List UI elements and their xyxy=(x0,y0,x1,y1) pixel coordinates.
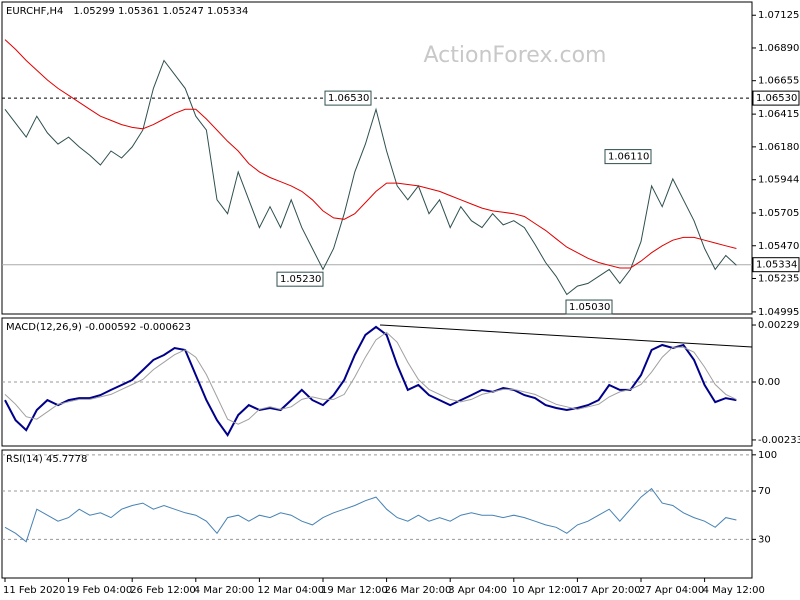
annotation-box xyxy=(324,90,372,106)
series-line xyxy=(4,59,737,296)
watermark: ActionForex.com xyxy=(424,43,607,68)
y-tick-label: 1.06415 xyxy=(758,109,799,120)
x-tick-label: 10 Apr 12:00 xyxy=(512,585,577,596)
panel-title: EURCHF,H4 xyxy=(6,6,63,17)
y-tick-label: 1.06890 xyxy=(758,43,799,54)
y-tick-label: 1.06180 xyxy=(758,142,799,153)
annotation-label: 1.06530 xyxy=(328,93,369,104)
x-tick-label: 12 Mar 04:00 xyxy=(257,585,324,596)
y-tick-label: 1.05235 xyxy=(758,273,799,284)
annotation-label: 1.05230 xyxy=(280,274,321,285)
y-tick-label: 70 xyxy=(758,486,771,497)
panel-subtitle: 1.05299 1.05361 1.05247 1.05334 xyxy=(73,6,248,17)
y-tick-label: 1.05470 xyxy=(758,241,799,252)
y-tick-label: 1.06655 xyxy=(758,76,799,87)
series-line xyxy=(4,39,737,269)
panel-frame xyxy=(1,449,753,579)
annotation-label: 1.06110 xyxy=(608,152,649,163)
reference-label: 1.06530 xyxy=(756,93,797,104)
x-tick-label: 26 Feb 12:00 xyxy=(130,585,196,596)
x-tick-label: 27 Apr 04:00 xyxy=(639,585,704,596)
x-tick-label: 4 Mar 20:00 xyxy=(194,585,254,596)
x-tick-label: 4 May 12:00 xyxy=(703,585,765,596)
x-tick-label: 17 Apr 20:00 xyxy=(575,585,640,596)
x-tick-label: 11 Feb 2020 xyxy=(3,585,65,596)
annotation-box xyxy=(565,299,613,315)
y-tick-label: 0.002297 xyxy=(758,320,800,331)
panel-title: MACD(12,26,9) -0.000592 -0.000623 xyxy=(6,322,191,333)
series-line xyxy=(4,487,737,543)
y-tick-label: 1.07125 xyxy=(758,10,799,21)
y-tick-label: 100 xyxy=(758,450,777,461)
x-tick-label: 19 Feb 04:00 xyxy=(67,585,133,596)
panel-title: RSI(14) 45.7778 xyxy=(6,454,87,465)
x-tick-label: 19 Mar 12:00 xyxy=(321,585,388,596)
trend-line xyxy=(379,324,753,348)
x-tick-label: 3 Apr 04:00 xyxy=(448,585,507,596)
y-tick-label: 0.00 xyxy=(758,377,780,388)
y-tick-label: 1.04995 xyxy=(758,307,799,318)
x-tick-label: 26 Mar 20:00 xyxy=(385,585,452,596)
annotation-label: 1.05030 xyxy=(569,302,610,313)
y-tick-label: -0.002336 xyxy=(758,435,800,446)
last-price-box xyxy=(752,257,800,273)
y-tick-label: 30 xyxy=(758,534,771,545)
last-price-label: 1.05334 xyxy=(756,260,797,271)
series-line xyxy=(4,331,737,425)
series-line xyxy=(4,325,737,438)
annotation-box xyxy=(276,271,324,287)
panel-frame xyxy=(1,1,753,315)
y-tick-label: 1.05944 xyxy=(758,175,799,186)
y-tick-label: 1.05705 xyxy=(758,208,799,219)
reference-label-box xyxy=(752,90,800,106)
annotation-box xyxy=(604,149,652,165)
